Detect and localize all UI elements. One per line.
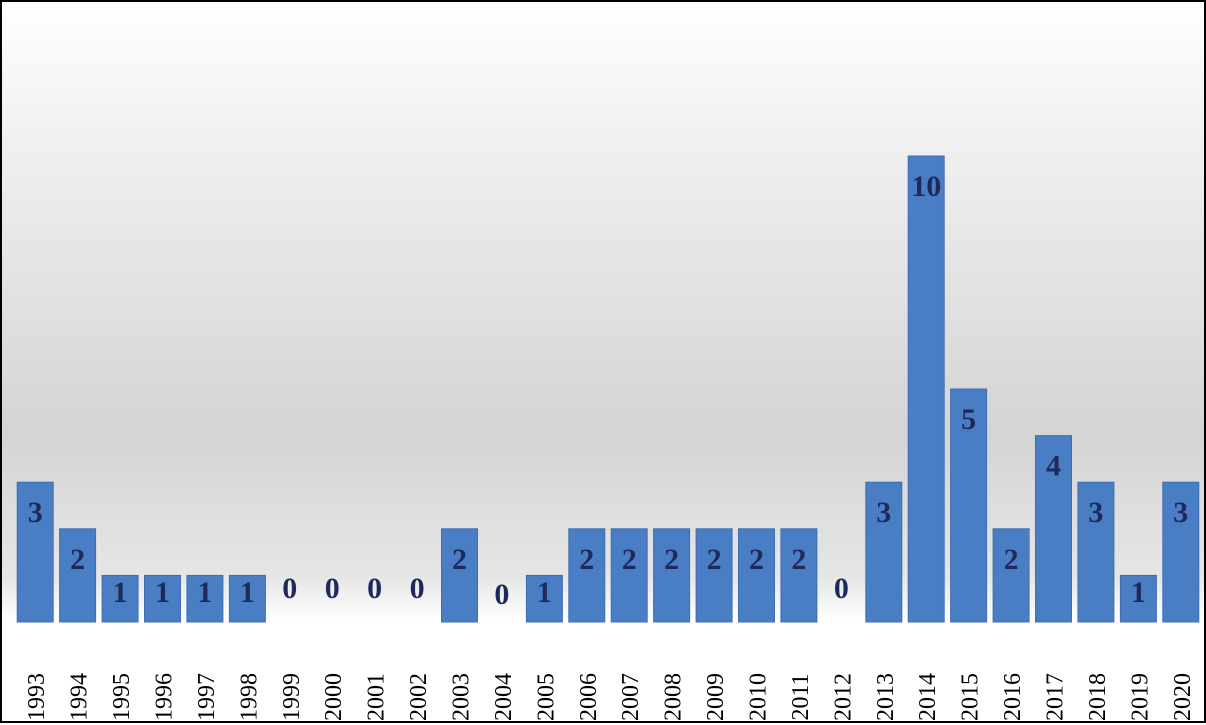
x-tick-2020: 2020 xyxy=(1170,673,1196,721)
x-tick-2015: 2015 xyxy=(958,673,984,721)
bar-1998 xyxy=(228,574,266,623)
x-tick-1995: 1995 xyxy=(109,673,135,721)
x-tick-1998: 1998 xyxy=(236,673,262,721)
bar-1995 xyxy=(101,574,139,623)
data-label-2004: 0 xyxy=(494,578,509,611)
x-tick-1996: 1996 xyxy=(152,673,178,721)
data-label-2010: 2 xyxy=(749,543,764,576)
x-tick-2002: 2002 xyxy=(406,673,432,721)
data-label-2000: 0 xyxy=(325,572,340,605)
bar-1997 xyxy=(186,574,224,623)
x-tick-2005: 2005 xyxy=(533,673,559,721)
data-label-2011: 2 xyxy=(791,543,806,576)
bar-1994 xyxy=(59,528,97,623)
bar-2009 xyxy=(695,528,733,623)
bar-2013 xyxy=(865,481,903,623)
bar-2016 xyxy=(992,528,1030,623)
x-tick-1999: 1999 xyxy=(279,673,305,721)
bar-2011 xyxy=(780,528,818,623)
x-tick-2008: 2008 xyxy=(661,673,687,721)
x-tick-2000: 2000 xyxy=(321,673,347,721)
data-label-2018: 3 xyxy=(1088,496,1103,529)
data-label-2002: 0 xyxy=(410,572,425,605)
bar-2010 xyxy=(738,528,775,623)
data-label-2013: 3 xyxy=(876,496,891,529)
x-tick-2010: 2010 xyxy=(746,673,772,721)
data-label-2001: 0 xyxy=(367,572,382,605)
x-tick-1997: 1997 xyxy=(194,673,220,721)
bar-2020 xyxy=(1162,481,1200,623)
x-tick-2011: 2011 xyxy=(788,673,814,720)
bar-2019 xyxy=(1119,574,1157,623)
data-label-1996: 1 xyxy=(155,576,170,609)
x-tick-2012: 2012 xyxy=(830,673,856,721)
x-tick-1994: 1994 xyxy=(67,673,93,721)
bar-2003 xyxy=(441,528,478,623)
data-label-2020: 3 xyxy=(1173,496,1188,529)
x-tick-2004: 2004 xyxy=(491,673,517,721)
bar-2017 xyxy=(1035,435,1072,623)
bar-2006 xyxy=(568,528,606,623)
data-label-2016: 2 xyxy=(1004,543,1019,576)
data-label-1997: 1 xyxy=(197,576,212,609)
bar-2007 xyxy=(610,528,648,623)
x-tick-2007: 2007 xyxy=(618,673,644,721)
bar-1996 xyxy=(144,574,181,623)
x-tick-2009: 2009 xyxy=(703,673,729,721)
bar-2014 xyxy=(907,155,945,623)
x-tick-2001: 2001 xyxy=(364,673,390,721)
data-label-1993: 3 xyxy=(28,496,43,529)
data-label-1999: 0 xyxy=(282,572,297,605)
data-label-1994: 2 xyxy=(70,543,85,576)
bar-2005 xyxy=(525,574,563,623)
x-tick-2014: 2014 xyxy=(915,673,941,721)
x-tick-2017: 2017 xyxy=(1043,673,1069,721)
data-label-2014: 10 xyxy=(911,170,941,203)
data-label-2006: 2 xyxy=(579,543,594,576)
x-tick-1993: 1993 xyxy=(24,673,50,721)
bars-layer xyxy=(16,155,1200,623)
data-label-2017: 4 xyxy=(1046,450,1061,483)
bar-2008 xyxy=(653,528,691,623)
data-label-1995: 1 xyxy=(113,576,128,609)
data-label-2015: 5 xyxy=(961,403,976,436)
data-label-2012: 0 xyxy=(834,572,849,605)
x-tick-2013: 2013 xyxy=(873,673,899,721)
x-tick-2019: 2019 xyxy=(1127,673,1153,721)
bar-2018 xyxy=(1077,481,1115,623)
x-tick-2003: 2003 xyxy=(449,673,475,721)
bar-1993 xyxy=(16,481,54,623)
x-tick-labels-layer: 1993 1994 1995 1996 1997 1998 1999 2000 2001 2002… xyxy=(24,673,1196,721)
data-label-2019: 1 xyxy=(1131,576,1146,609)
data-label-2003: 2 xyxy=(452,543,467,576)
data-label-2005: 1 xyxy=(537,576,552,609)
data-label-2007: 2 xyxy=(622,543,637,576)
bar-2015 xyxy=(950,388,988,623)
x-tick-2006: 2006 xyxy=(576,673,602,721)
data-label-2009: 2 xyxy=(707,543,722,576)
x-tick-2016: 2016 xyxy=(1000,673,1026,721)
data-label-1998: 1 xyxy=(240,576,255,609)
data-label-2008: 2 xyxy=(664,543,679,576)
x-tick-2018: 2018 xyxy=(1085,673,1111,721)
